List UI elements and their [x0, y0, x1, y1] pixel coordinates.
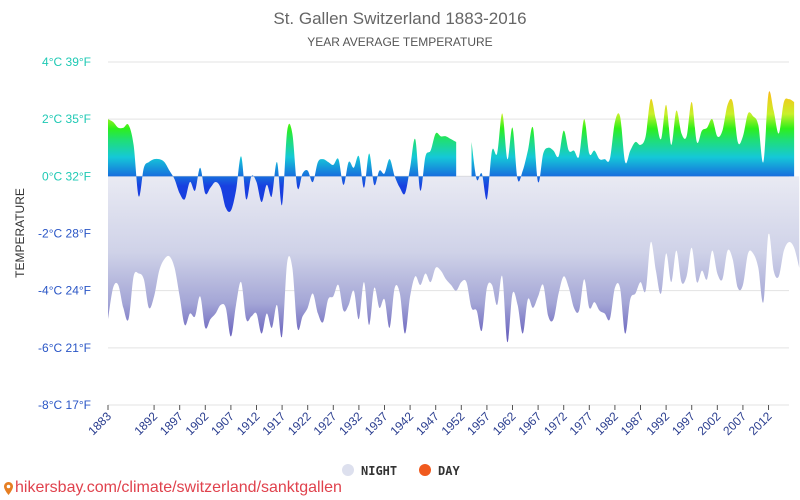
- y-tick-label: 2°C 35°F: [42, 112, 91, 126]
- x-tick-label: 1883: [85, 409, 114, 438]
- x-tick-label: 1907: [208, 409, 237, 438]
- x-axis-ticks: 1883 189218971902190719121917192219271932…: [85, 405, 775, 438]
- x-tick-label: 1967: [515, 409, 544, 438]
- x-tick-label: 1992: [643, 409, 672, 438]
- night-series: [108, 176, 800, 343]
- x-tick-label: 1947: [413, 409, 442, 438]
- source-link[interactable]: hikersbay.com/climate/switzerland/sanktg…: [15, 479, 342, 496]
- x-tick-label: 1997: [669, 409, 698, 438]
- y-tick-label: -4°C 24°F: [38, 284, 91, 298]
- legend-night-label[interactable]: NIGHT: [361, 464, 397, 478]
- x-tick-label: 1932: [336, 409, 365, 438]
- source-footer[interactable]: hikersbay.com/climate/switzerland/sanktg…: [4, 479, 342, 497]
- legend-night-marker[interactable]: [342, 464, 354, 476]
- chart-subtitle: YEAR AVERAGE TEMPERATURE: [307, 35, 492, 49]
- day-series: [108, 91, 795, 213]
- map-pin-icon: [4, 481, 13, 495]
- legend-day-marker[interactable]: [419, 464, 431, 476]
- day-area: [108, 119, 457, 213]
- x-tick-label: 2007: [720, 409, 749, 438]
- x-tick-label: 1897: [157, 409, 186, 438]
- y-axis-ticks: 4°C 39°F 2°C 35°F 0°C 32°F -2°C 28°F -4°C 24…: [38, 55, 91, 412]
- day-area: [471, 91, 795, 200]
- x-tick-label: 1972: [541, 409, 570, 438]
- x-tick-label: 1952: [439, 409, 468, 438]
- y-axis-label: TEMPERATURE: [13, 188, 27, 278]
- y-tick-label: 4°C 39°F: [42, 55, 91, 69]
- x-tick-label: 1902: [183, 409, 212, 438]
- x-tick-label: 1942: [387, 409, 416, 438]
- x-tick-label: 1937: [362, 409, 391, 438]
- y-tick-label: -8°C 17°F: [38, 398, 91, 412]
- x-tick-label: 1962: [490, 409, 519, 438]
- night-area: [108, 176, 800, 343]
- x-tick-label: 2012: [746, 409, 775, 438]
- x-tick-label: 1922: [285, 409, 314, 438]
- chart-title: St. Gallen Switzerland 1883-2016: [273, 9, 526, 28]
- legend: NIGHT DAY: [342, 464, 460, 478]
- x-tick-label: 2002: [695, 409, 724, 438]
- x-tick-label: 1927: [311, 409, 340, 438]
- x-tick-label: 1912: [234, 409, 263, 438]
- x-tick-label: 1917: [259, 409, 288, 438]
- x-tick-label: 1957: [464, 409, 493, 438]
- x-tick-label: 1977: [567, 409, 596, 438]
- x-tick-label: 1987: [618, 409, 647, 438]
- y-tick-label: 0°C 32°F: [42, 169, 91, 183]
- x-tick-label: 1982: [592, 409, 621, 438]
- legend-day-label[interactable]: DAY: [438, 464, 460, 478]
- y-tick-label: -2°C 28°F: [38, 227, 91, 241]
- x-tick-label: 1892: [131, 409, 160, 438]
- y-tick-label: -6°C 21°F: [38, 341, 91, 355]
